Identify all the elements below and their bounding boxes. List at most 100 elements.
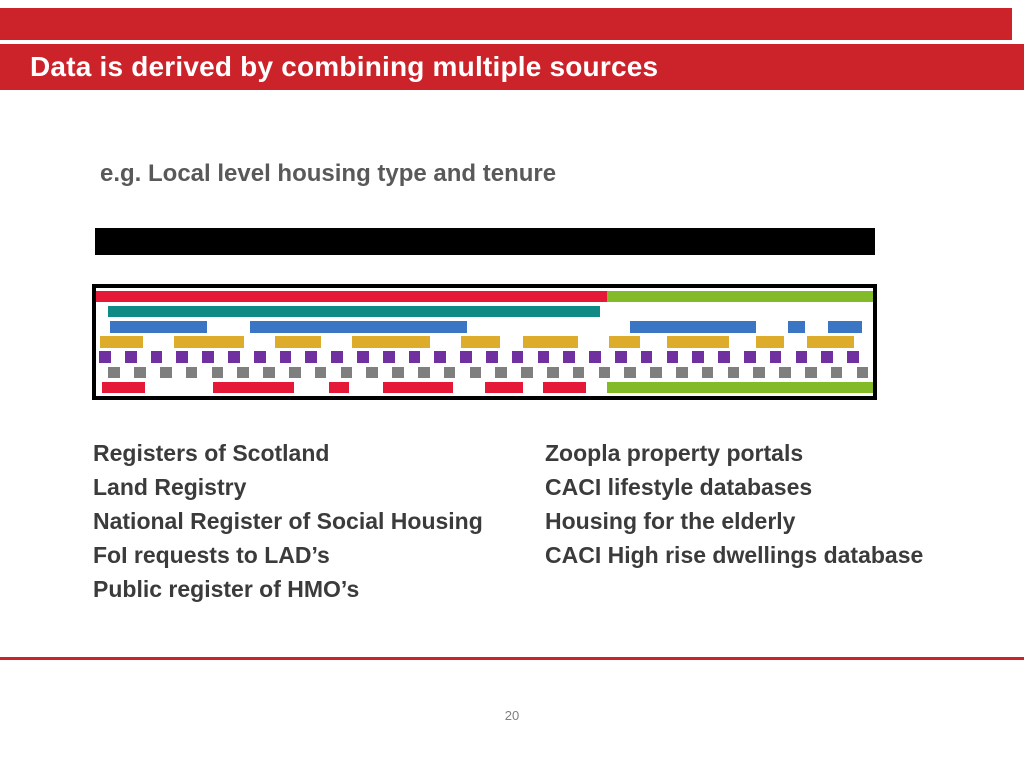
bar-segment [211,366,224,379]
bar-segment [856,366,869,379]
source-item: Housing for the elderly [545,508,796,534]
bar-segment [357,351,369,363]
bar-segment [331,351,343,363]
right-source-list: Zoopla property portals CACI lifestyle d… [545,436,923,572]
bar-segment [666,351,679,363]
bar-segment [305,351,318,363]
bar-segment [624,366,636,379]
bar-segment [314,366,327,379]
page-number: 20 [504,708,520,723]
bar-segment [847,351,859,363]
bar-segment [821,351,834,363]
bar-segment [107,305,601,318]
bar-segment [804,366,817,379]
bar-segment [563,351,576,363]
bar-segment [495,366,508,379]
bar-segment [650,366,662,379]
bar-segment [701,366,714,379]
bar-segment [769,351,782,363]
bar-segment [185,366,198,379]
bar-segment [756,336,784,348]
bar-segment [176,351,189,363]
bar-segment [469,366,482,379]
left-source-list: Registers of Scotland Land Registry Nati… [93,436,483,606]
bar-segment [806,336,854,348]
bar-segment [249,321,468,333]
bar-segment [598,366,611,379]
bar-segment [340,366,353,379]
bar-segment [124,351,137,363]
bottom-red-line [0,657,1024,660]
bar-segment [607,290,873,303]
bar-segment [173,336,244,348]
bar-segment [102,381,145,394]
bar-segment [795,351,808,363]
total-black-bar [95,228,875,255]
bar-segment [787,321,806,333]
bar-segment [608,336,640,348]
bar-segment [202,351,214,363]
bar-segment [434,351,447,363]
bar-row-gray-dashes [96,365,873,380]
bar-row-red-green-bottom [96,380,873,395]
source-item: Land Registry [93,474,247,500]
bar-segment [366,366,379,379]
bar-segment [108,366,121,379]
bar-segment [607,381,873,394]
bar-segment [675,366,688,379]
source-item: CACI High rise dwellings database [545,542,924,568]
bar-segment [542,381,586,394]
bar-segment [484,381,524,394]
bar-segment [692,351,705,363]
bar-segment [99,351,111,363]
slide-title: Data is derived by combining multiple so… [30,51,659,82]
bar-segment [727,366,740,379]
bar-segment [109,321,208,333]
bar-segment [589,351,601,363]
bar-row-purple-dashes [96,350,873,365]
bar-segment [329,381,349,394]
bar-segment [99,336,143,348]
bar-row-teal [96,304,873,319]
source-item: National Register of Social Housing [93,508,483,534]
bar-segment [352,336,431,348]
bar-row-blue [96,319,873,334]
bar-segment [382,351,395,363]
bar-segment [521,366,533,379]
bar-segment [237,366,250,379]
bar-segment [753,366,765,379]
top-red-strip [0,8,1012,40]
bar-segment [150,351,163,363]
composite-bar-chart [92,284,877,400]
bar-segment [779,366,791,379]
bar-row-gold [96,334,873,349]
bar-segment [830,366,843,379]
bar-segment [667,336,730,348]
bar-segment [274,336,322,348]
bar-segment [460,351,472,363]
bar-row-red-green-top [96,289,873,304]
bar-segment [537,351,550,363]
source-item: Public register of HMO’s [93,576,360,602]
bar-segment [629,321,757,333]
title-band: Data is derived by combining multiple so… [0,44,1024,90]
bar-segment [523,336,578,348]
bar-segment [263,366,275,379]
bar-segment [408,351,421,363]
bar-segment [546,366,559,379]
bar-segment [279,351,292,363]
bar-segment [443,366,456,379]
bar-segment [228,351,240,363]
bar-segment [289,366,301,379]
bar-segment [744,351,756,363]
bar-segment [392,366,404,379]
bar-segment [383,381,454,394]
source-item: FoI requests to LAD’s [93,542,330,568]
bar-segment [718,351,730,363]
bar-segment [417,366,430,379]
bar-segment [253,351,266,363]
bar-segment [572,366,585,379]
slide-subtitle: e.g. Local level housing type and tenure [100,160,557,187]
bar-segment [212,381,295,394]
